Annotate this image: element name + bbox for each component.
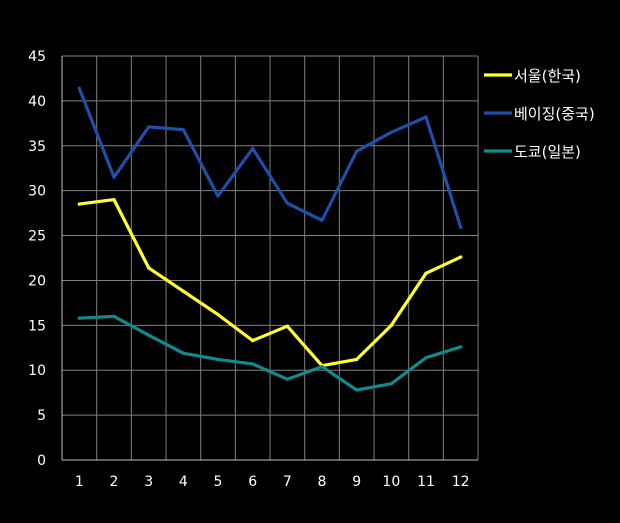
data-point <box>424 356 428 360</box>
y-tick-label: 40 <box>28 94 46 110</box>
y-tick-label: 25 <box>28 229 46 245</box>
x-tick-label: 3 <box>144 474 153 490</box>
y-tick-label: 5 <box>37 408 46 424</box>
y-tick-label: 45 <box>28 49 46 65</box>
data-point <box>147 266 151 270</box>
data-point <box>285 324 289 328</box>
x-tick-label: 5 <box>214 474 223 490</box>
x-tick-label: 7 <box>283 474 292 490</box>
legend-label: 베이징(중국) <box>514 105 595 123</box>
data-point <box>389 323 393 327</box>
x-tick-label: 12 <box>452 474 470 490</box>
data-point <box>355 149 359 153</box>
data-point <box>459 225 463 230</box>
data-point <box>112 175 116 179</box>
data-point <box>216 312 220 317</box>
y-tick-label: 30 <box>28 184 46 200</box>
legend: 서울(한국) 베이징(중국) 도쿄(일본) <box>484 67 595 161</box>
x-tick-label: 1 <box>75 474 84 490</box>
y-tick-label: 35 <box>28 139 46 155</box>
legend-label: 도쿄(일본) <box>514 143 581 161</box>
data-point <box>77 202 81 206</box>
x-tick-label: 9 <box>352 474 361 490</box>
y-tick-label: 15 <box>28 318 46 334</box>
data-point <box>77 86 81 90</box>
series-line-3 <box>77 314 463 392</box>
data-point <box>389 382 393 386</box>
data-point <box>251 362 255 366</box>
data-point <box>285 201 289 205</box>
data-point <box>285 377 289 381</box>
data-point <box>251 338 255 343</box>
data-point <box>216 194 220 198</box>
y-tick-label: 0 <box>37 453 46 469</box>
data-point <box>181 351 185 355</box>
data-point <box>320 218 324 222</box>
x-tick-label: 6 <box>248 474 257 490</box>
x-tick-label: 8 <box>318 474 327 490</box>
data-point <box>181 128 185 132</box>
data-point <box>424 115 428 119</box>
data-point <box>112 198 116 202</box>
data-point <box>147 333 151 337</box>
y-tick-label: 10 <box>28 363 46 379</box>
data-point <box>424 271 428 275</box>
x-tick-label: 11 <box>417 474 435 490</box>
data-point <box>181 289 185 293</box>
data-point <box>216 357 220 362</box>
series-line-2 <box>77 86 463 230</box>
data-point <box>112 314 116 318</box>
data-point <box>459 255 463 259</box>
data-point <box>251 146 255 151</box>
y-tick-label: 20 <box>28 273 46 289</box>
data-point <box>389 130 393 134</box>
data-point <box>355 357 359 362</box>
data-point <box>77 316 81 320</box>
series-lines <box>77 86 463 392</box>
data-point <box>320 365 324 369</box>
series-line-1 <box>77 198 463 368</box>
x-tick-label: 2 <box>110 474 119 490</box>
x-tick-label: 4 <box>179 474 188 490</box>
legend-label: 서울(한국) <box>514 67 581 85</box>
x-tick-label: 10 <box>382 474 400 490</box>
data-point <box>459 345 463 349</box>
data-point <box>355 388 359 392</box>
data-point <box>147 125 151 129</box>
